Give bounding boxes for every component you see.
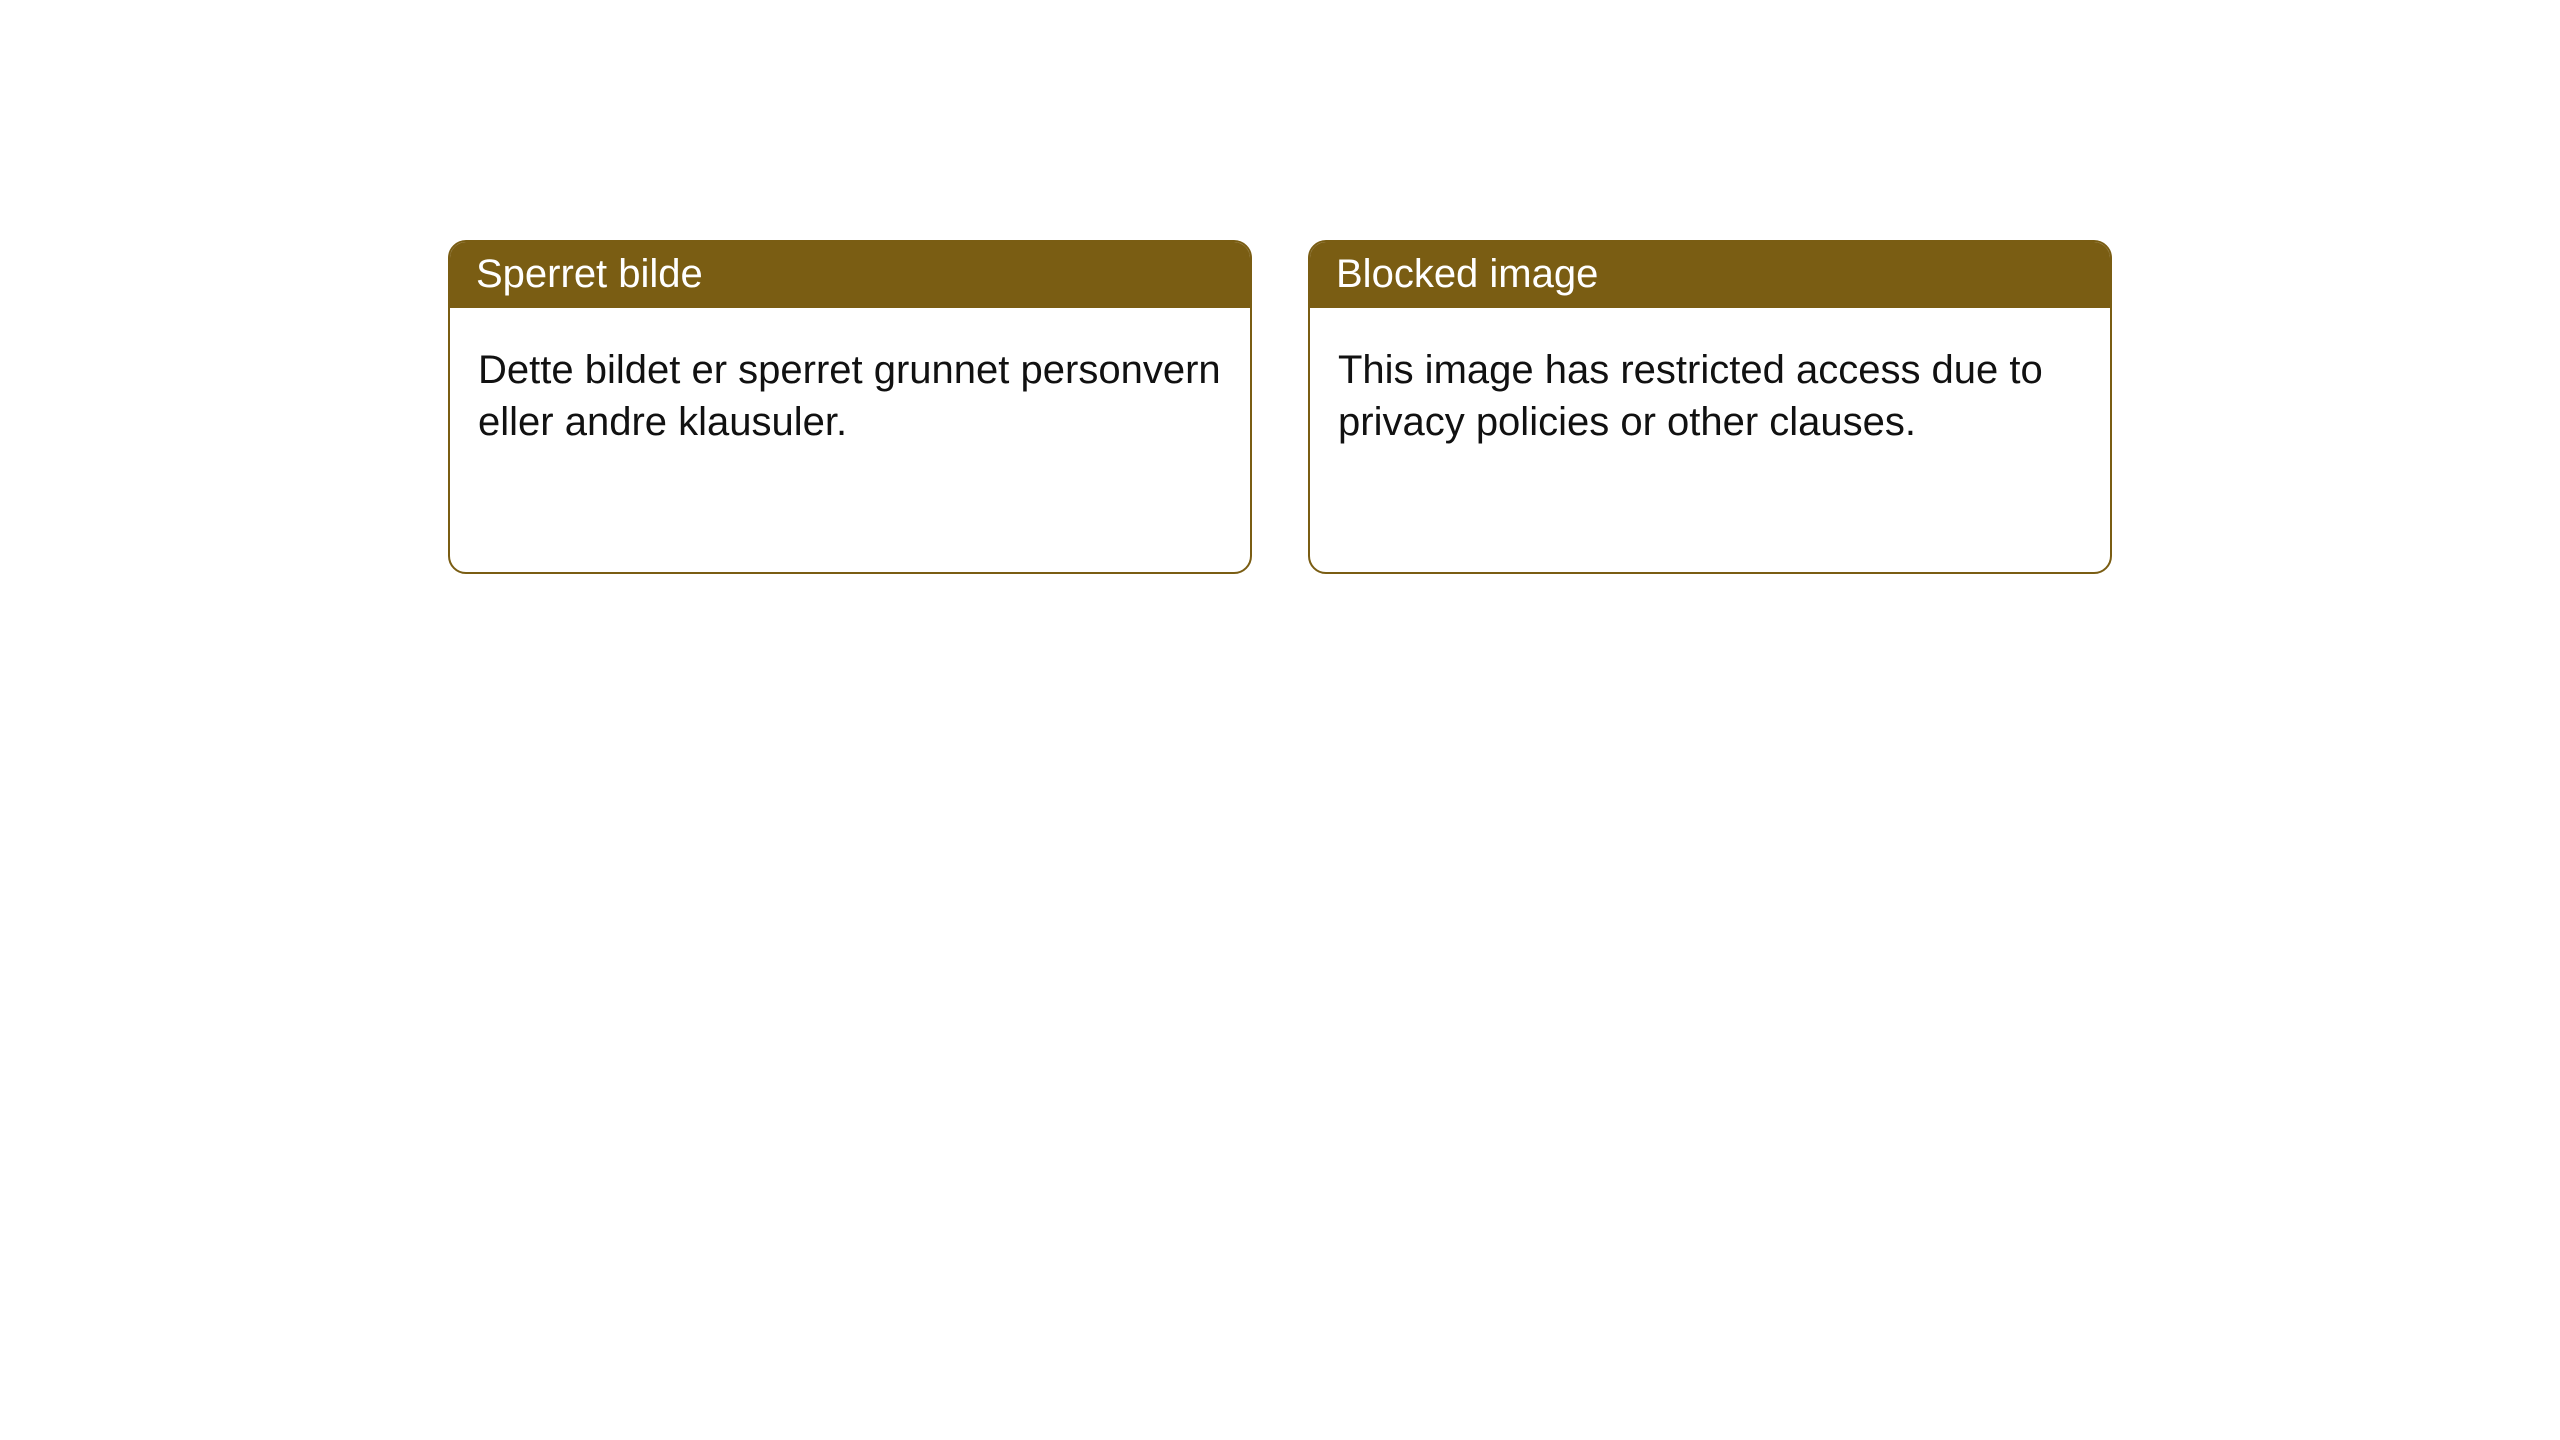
card-title: Sperret bilde — [476, 252, 703, 296]
card-body: This image has restricted access due to … — [1310, 308, 2110, 476]
notice-container: Sperret bilde Dette bildet er sperret gr… — [0, 0, 2560, 574]
notice-card-en: Blocked image This image has restricted … — [1308, 240, 2112, 574]
card-body-text: Dette bildet er sperret grunnet personve… — [478, 348, 1221, 444]
card-header: Blocked image — [1310, 242, 2110, 308]
card-header: Sperret bilde — [450, 242, 1250, 308]
card-title: Blocked image — [1336, 252, 1598, 296]
card-body-text: This image has restricted access due to … — [1338, 348, 2043, 444]
notice-card-no: Sperret bilde Dette bildet er sperret gr… — [448, 240, 1252, 574]
card-body: Dette bildet er sperret grunnet personve… — [450, 308, 1250, 476]
